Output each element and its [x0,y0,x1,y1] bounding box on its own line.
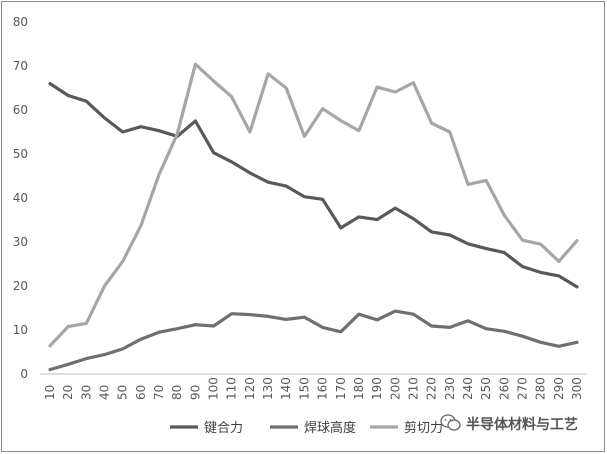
y-tick-label: 30 [13,235,28,249]
x-tick-label: 90 [188,385,202,400]
y-axis-ticks: 0 10 20 30 40 50 60 70 80 [13,15,28,381]
x-tick-label: 220 [425,377,439,400]
y-tick-label: 70 [13,59,28,73]
x-tick-label: 150 [297,377,311,400]
x-tick-label: 30 [79,385,93,400]
x-tick-label: 240 [461,377,475,400]
x-tick-label: 300 [570,377,584,400]
x-tick-label: 80 [170,385,184,400]
wechat-icon [440,414,461,431]
series-line-0 [48,81,579,289]
x-tick-label: 100 [207,377,221,400]
x-tick-label: 70 [152,385,166,400]
x-tick-label: 210 [406,377,420,400]
legend-label: 剪切力 [404,420,443,436]
x-tick-label: 130 [261,377,275,400]
y-tick-label: 20 [13,279,28,293]
x-tick-label: 190 [370,377,384,400]
series-lines [48,62,579,372]
legend-label: 焊球高度 [304,420,356,436]
x-tick-label: 140 [279,377,293,400]
x-tick-label: 200 [388,377,402,400]
x-tick-label: 160 [316,377,330,400]
y-tick-label: 10 [13,323,28,337]
x-tick-label: 250 [479,377,493,400]
watermark-text: 半导体材料与工艺 [466,416,578,433]
x-tick-label: 20 [61,385,75,400]
legend-label: 键合力 [204,421,243,436]
y-tick-label: 60 [13,103,28,117]
legend: 键合力 焊球高度 剪切力 [170,420,443,436]
x-tick-label: 290 [552,377,566,400]
x-tick-label: 270 [515,377,529,400]
y-tick-label: 50 [13,147,28,161]
x-tick-label: 280 [534,377,548,400]
y-tick-label: 0 [20,367,28,381]
x-tick-label: 170 [334,377,348,400]
x-tick-label: 110 [225,377,239,400]
x-tick-label: 180 [352,377,366,400]
x-tick-label: 230 [443,377,457,400]
x-tick-label: 120 [243,377,257,400]
series-line-1 [48,309,579,372]
watermark: 半导体材料与工艺 [440,414,578,433]
y-tick-label: 40 [13,191,28,205]
y-tick-label: 80 [13,15,28,29]
x-axis-ticks: 10 20 30 40 50 60 70 80 90 100 110 120 130 140 150 160 1… [43,377,584,400]
x-tick-label: 260 [497,377,511,400]
x-tick-label: 10 [43,385,57,400]
x-tick-label: 40 [98,385,112,400]
x-tick-label: 50 [116,385,130,400]
x-tick-label: 60 [134,385,148,400]
series-line-2 [48,62,579,348]
